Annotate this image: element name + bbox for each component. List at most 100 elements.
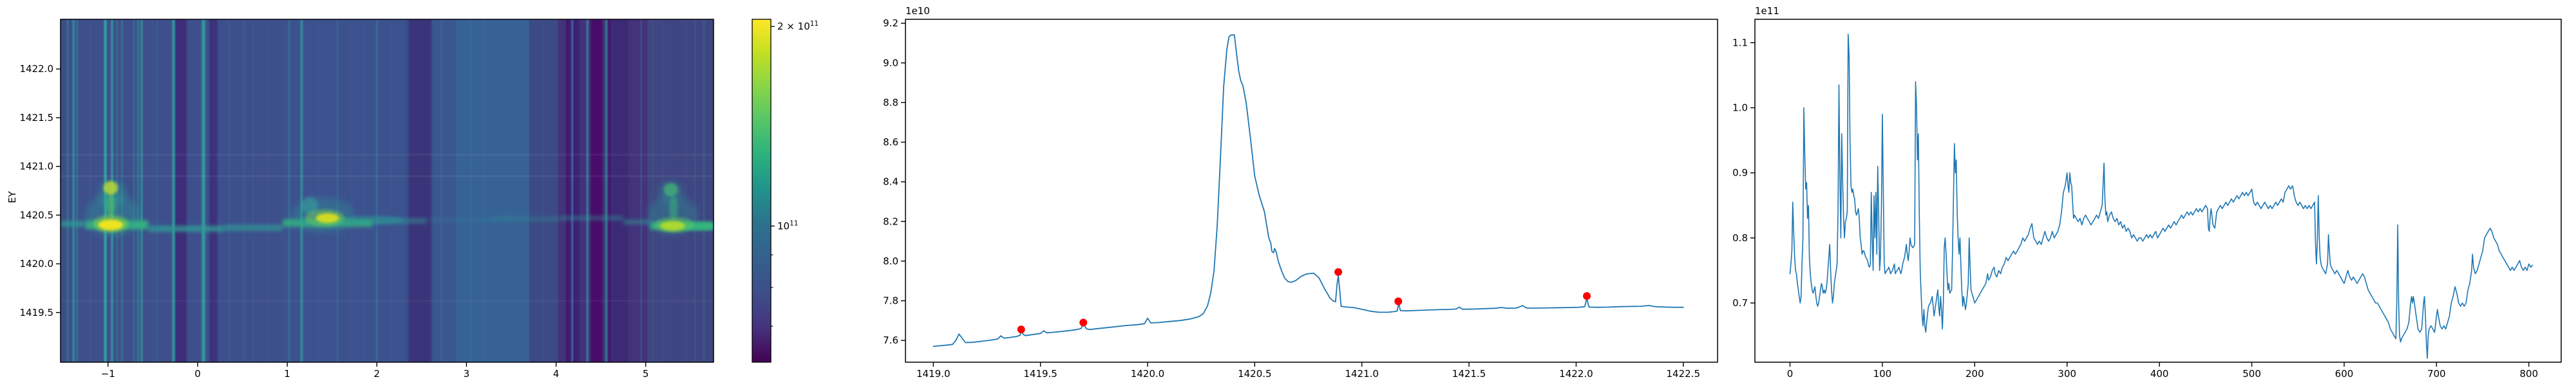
x-tick-label: 4 xyxy=(553,368,560,380)
heatmap-vertical-stripe xyxy=(252,19,254,362)
heatmap-vertical-stripe xyxy=(172,19,175,362)
x-tick-label: 2 xyxy=(374,368,380,380)
peak-marker xyxy=(1334,268,1343,276)
x-tick-label: 400 xyxy=(2150,368,2169,380)
heatmap-vertical-stripe xyxy=(300,19,303,362)
x-tick-label: −1 xyxy=(101,368,115,380)
axis-offset-label: 1e10 xyxy=(905,5,930,17)
heatmap-vertical-stripe xyxy=(608,19,612,362)
x-tick-label: 0 xyxy=(1787,368,1794,380)
y-tick-label: 1422.0 xyxy=(20,63,54,75)
flux-vs-time-line xyxy=(1789,33,2533,359)
heatmap-vertical-stripe xyxy=(76,19,78,362)
colorbar: 2 × 1011 1011 xyxy=(752,19,819,363)
y-tick-label: 0.8 xyxy=(1732,232,1748,244)
x-tick-label: 800 xyxy=(2519,368,2538,380)
heatmap-vertical-stripe xyxy=(89,19,91,362)
heatmap-vertical-stripe xyxy=(175,19,187,362)
y-tick-label: 0.7 xyxy=(1732,297,1748,309)
heatmap-vertical-stripe xyxy=(140,19,143,362)
x-tick-label: 1 xyxy=(284,368,290,380)
heatmap-frame xyxy=(60,19,714,363)
spectrum-cut-line xyxy=(933,34,1684,347)
heatmap-vertical-stripe xyxy=(66,19,69,362)
x-tick-label: 1422.0 xyxy=(1559,368,1593,380)
heatmap-vertical-stripe xyxy=(156,19,158,362)
heatmap-vertical-stripe xyxy=(521,19,524,362)
heatmap-blob xyxy=(316,213,339,223)
x-tick-label: 1419.0 xyxy=(916,368,951,380)
x-tick-label: 100 xyxy=(1873,368,1892,380)
x-tick-label: 600 xyxy=(2335,368,2354,380)
heatmap-horizontal-band xyxy=(224,225,283,231)
x-tick-label: 200 xyxy=(1965,368,1984,380)
heatmap-vertical-stripe xyxy=(317,19,320,362)
heatmap-blob xyxy=(106,192,115,218)
heatmap-blob xyxy=(659,221,685,231)
peak-marker xyxy=(1583,292,1591,300)
x-tick-label: 1422.5 xyxy=(1667,368,1701,380)
heatmap-horizontal-band xyxy=(426,217,489,223)
heatmap-blob xyxy=(663,183,678,197)
colorbar-tick-label: 2 × 1011 xyxy=(777,20,819,32)
heatmap-vertical-stripe xyxy=(685,19,687,362)
peak-marker xyxy=(1394,297,1403,306)
x-tick-label: 500 xyxy=(2242,368,2261,380)
timeseries-panel-frame xyxy=(1754,19,2562,363)
heatmap-vertical-stripe xyxy=(133,19,135,362)
timeseries-panel: 0 100 200 300 400 500 600 700 800 0.7 0.8 0.9 1.0 1.1… xyxy=(1732,5,2562,380)
heatmap-vertical-stripe xyxy=(568,19,580,362)
heatmap-vertical-stripe xyxy=(640,19,642,362)
heatmap-vertical-stripe xyxy=(483,19,486,362)
heatmap-vertical-stripe xyxy=(605,19,607,362)
heatmap-vertical-stripe xyxy=(350,19,353,362)
heatmap-vertical-stripe xyxy=(469,19,472,362)
heatmap-panel: −1 0 1 2 3 4 5 1419.5 1420.0 1420.5 1421.0 1421.5 14… xyxy=(6,19,714,380)
x-tick-label: 700 xyxy=(2427,368,2446,380)
x-tick-label: 1419.5 xyxy=(1023,368,1057,380)
peak-marker xyxy=(1079,318,1088,327)
y-tick-label: 7.6 xyxy=(883,335,898,346)
heatmap-blob xyxy=(98,219,124,230)
heatmap-vertical-stripe xyxy=(390,19,392,362)
heatmap-vertical-stripe xyxy=(652,19,654,362)
y-tick-label: 1421.0 xyxy=(20,161,54,172)
heatmap-horizontal-band xyxy=(560,216,623,221)
colorbar-frame xyxy=(752,19,772,363)
peak-marker xyxy=(1017,326,1025,334)
heatmap-column-band xyxy=(283,19,406,362)
y-tick-label: 8.4 xyxy=(883,176,898,188)
colorbar-gradient xyxy=(752,19,771,362)
x-tick-label: 300 xyxy=(2058,368,2076,380)
heatmap-faint-row xyxy=(61,175,714,178)
heatmap-vertical-stripe xyxy=(703,19,705,362)
y-tick-label: 1420.5 xyxy=(20,209,54,221)
y-tick-label: 1.0 xyxy=(1732,102,1748,114)
heatmap-vertical-stripe xyxy=(375,19,378,362)
heatmap-faint-row xyxy=(61,300,714,302)
x-tick-label: 0 xyxy=(194,368,201,380)
heatmap-horizontal-band xyxy=(148,226,225,232)
y-axis-label: EY xyxy=(6,190,18,203)
heatmap-vertical-stripe xyxy=(542,19,544,362)
heatmap-vertical-stripe xyxy=(72,19,75,362)
heatmap-horizontal-band xyxy=(623,219,650,225)
y-tick-label: 8.6 xyxy=(883,136,898,148)
y-tick-label: 7.8 xyxy=(883,295,898,306)
heatmap-vertical-stripe xyxy=(571,19,573,362)
x-tick-label: 1420.0 xyxy=(1131,368,1165,380)
y-tick-label: 9.2 xyxy=(883,17,898,29)
heatmap-vertical-stripe xyxy=(611,19,629,362)
heatmap-vertical-stripe xyxy=(408,19,431,362)
heatmap-blob xyxy=(301,196,318,214)
heatmap-horizontal-band xyxy=(61,221,86,227)
y-tick-label: 1421.5 xyxy=(20,112,54,124)
y-tick-label: 1419.5 xyxy=(20,307,54,318)
x-tick-label: 1421.0 xyxy=(1345,368,1379,380)
heatmap-vertical-stripe xyxy=(363,19,366,362)
y-tick-label: 1420.0 xyxy=(20,258,54,270)
heatmap-vertical-stripe xyxy=(337,19,338,362)
heatmap-image xyxy=(61,19,714,362)
